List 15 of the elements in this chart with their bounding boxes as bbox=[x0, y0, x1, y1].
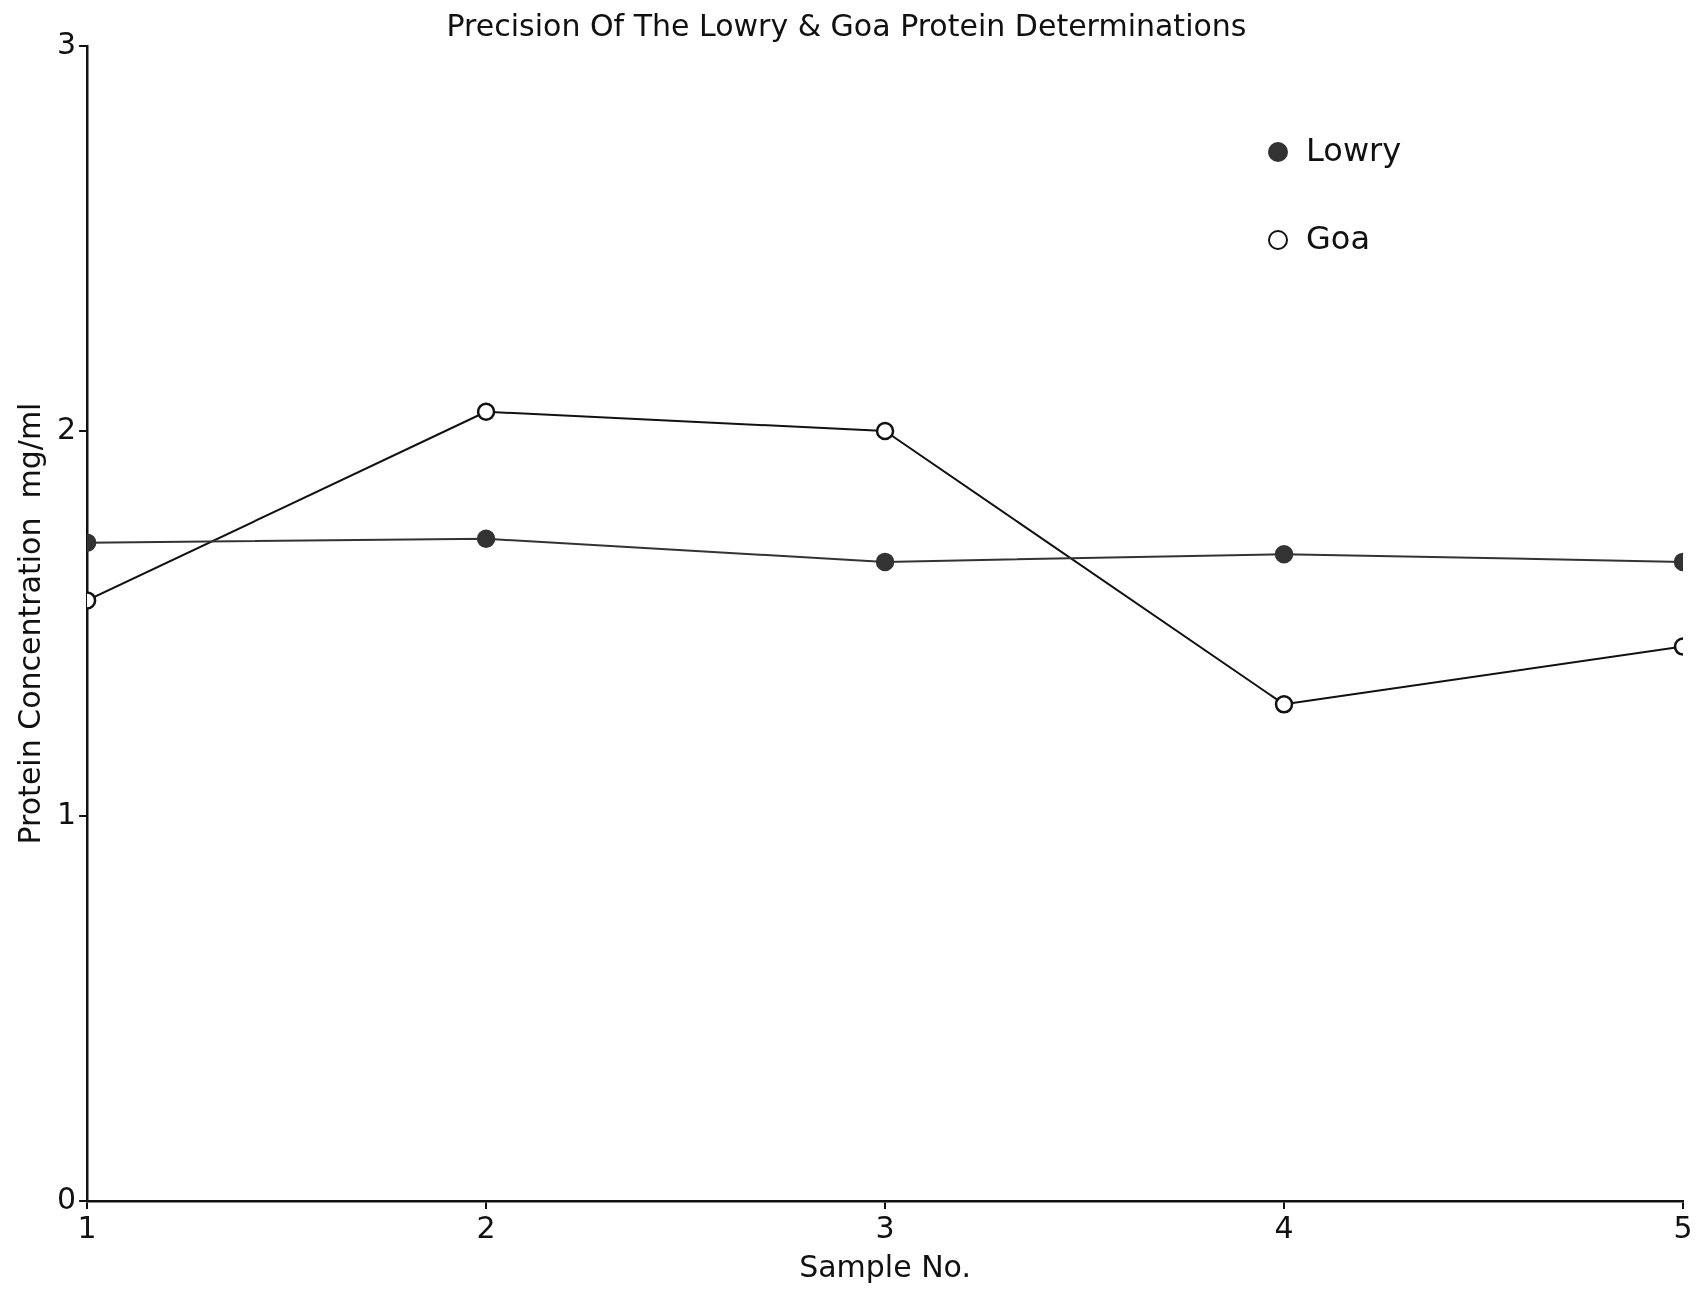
x-tick-label: 4 bbox=[1274, 1209, 1294, 1245]
legend-label: Goa bbox=[1306, 219, 1371, 257]
y-tick-label: 3 bbox=[56, 25, 77, 61]
x-tick-label: 3 bbox=[875, 1209, 895, 1245]
x-axis-title: Sample No. bbox=[799, 1248, 971, 1284]
y-tick-label: 1 bbox=[56, 795, 77, 831]
legend-label: Lowry bbox=[1306, 131, 1402, 169]
x-tick-label: 2 bbox=[476, 1209, 496, 1245]
y-tick-label: 0 bbox=[56, 1180, 77, 1216]
point bbox=[875, 552, 895, 572]
x-tick-label: 5 bbox=[1673, 1209, 1693, 1245]
y-tick-label: 2 bbox=[56, 410, 77, 446]
point bbox=[875, 421, 895, 441]
y-axis-title: Protein Concentration mg/ml bbox=[11, 402, 47, 845]
chart-title: Precision Of The Lowry & Goa Protein Determinations bbox=[446, 7, 1247, 43]
